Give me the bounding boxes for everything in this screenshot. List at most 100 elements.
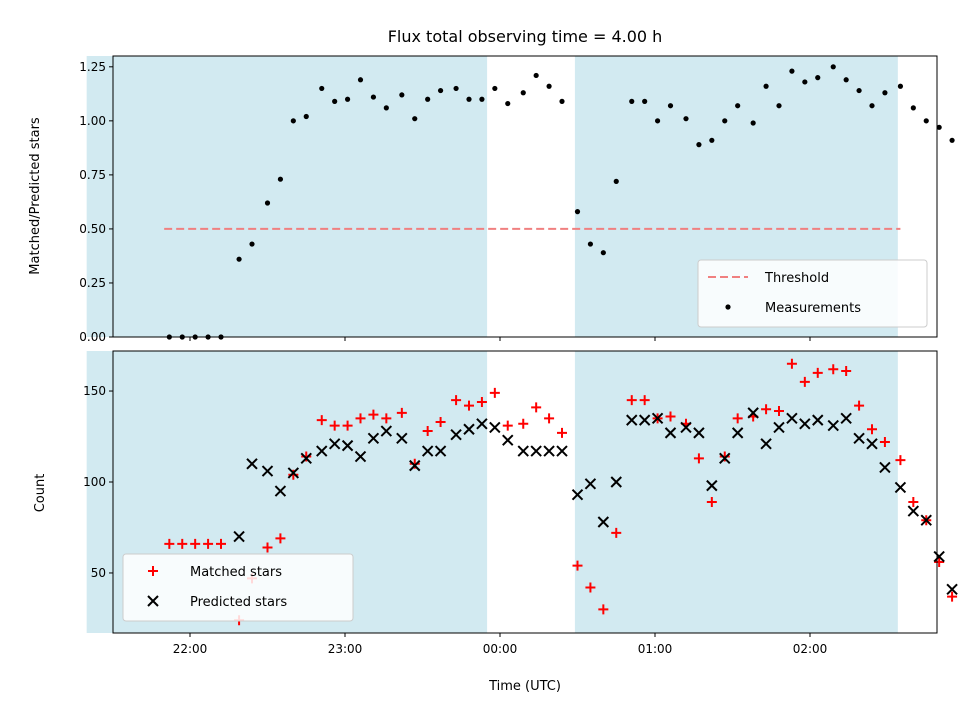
panel-count: 50 100 150 22:00 23:00 00:00 01:00 02:00 Matched… — [83, 350, 958, 656]
matched-stars-point — [867, 424, 877, 435]
matched-stars-point — [355, 413, 366, 424]
top-y-axis-label: Matched/Predicted stars — [28, 117, 43, 275]
x-tick-label: 02:00 — [793, 642, 828, 656]
measurement-point — [303, 113, 309, 120]
y-tick-label: 0.75 — [79, 168, 106, 182]
measurement-point — [722, 118, 728, 124]
observing-interval-1 — [574, 351, 898, 633]
legend-predicted-swatch — [147, 595, 159, 607]
predicted-stars-point — [719, 452, 731, 465]
measurement-point — [492, 85, 498, 92]
matched-stars-point — [288, 469, 299, 480]
measurement-point — [264, 200, 271, 206]
predicted-stars-point — [638, 414, 651, 426]
predicted-stars-point — [287, 467, 300, 479]
predicted-stars-point — [421, 445, 434, 457]
predicted-stars-point — [866, 438, 878, 450]
matched-stars-point — [531, 402, 542, 413]
legend-matched-swatch — [148, 566, 158, 576]
matched-stars-point — [435, 416, 446, 427]
predicted-stars-point — [517, 445, 529, 457]
matched-stars-point — [203, 538, 214, 549]
predicted-stars-point — [706, 479, 718, 492]
measurement-point — [882, 90, 888, 96]
measurement-point — [910, 105, 916, 111]
measurement-point — [332, 98, 338, 104]
predicted-stars-point — [476, 418, 488, 430]
measurement-point — [559, 98, 565, 104]
measurement-point — [383, 105, 389, 111]
legend-box — [697, 259, 928, 328]
matched-stars-point — [761, 404, 772, 415]
matched-stars-point — [409, 458, 420, 469]
predicted-stars-point — [261, 465, 274, 477]
measurement-point — [249, 241, 255, 247]
measurement-point — [629, 98, 635, 104]
matched-stars-point — [316, 415, 327, 426]
matched-stars-point — [572, 560, 583, 571]
matched-stars-point — [544, 413, 555, 424]
measurement-point — [735, 103, 741, 109]
predicted-stars-point — [894, 481, 907, 494]
y-tick-label: 1.25 — [79, 60, 106, 74]
matched-stars-point — [381, 413, 392, 424]
measurement-point — [802, 79, 808, 85]
matched-stars-point — [908, 497, 919, 508]
measurement-point — [654, 118, 661, 124]
matched-stars-point — [422, 426, 433, 437]
predicted-stars-point — [786, 412, 798, 425]
measurement-point — [412, 116, 418, 122]
y-tick-label: 0.50 — [79, 222, 106, 236]
predicted-stars-point — [543, 445, 555, 457]
matched-stars-point — [329, 420, 340, 431]
panel-ratio: 0.00 0.25 0.50 0.75 1.00 1.25 Threshold Measure… — [79, 55, 955, 344]
predicted-stars-point — [502, 434, 514, 446]
matched-stars-point — [732, 413, 743, 424]
measurement-point — [897, 83, 904, 89]
legend-label: Matched stars — [190, 565, 282, 580]
matched-stars-point — [934, 557, 945, 568]
matched-stars-point — [841, 366, 852, 377]
axes-frame — [112, 55, 938, 338]
matched-stars-point — [626, 395, 637, 406]
matched-stars-point — [947, 591, 958, 602]
predicted-stars-point — [731, 427, 744, 439]
matched-stars-point — [489, 387, 500, 398]
predicted-stars-point — [274, 485, 287, 497]
measurement-point — [949, 137, 955, 143]
matched-stars-point — [464, 400, 474, 411]
matched-stars-point — [665, 411, 676, 422]
predicted-stars-point — [450, 428, 462, 441]
predicted-stars-point — [664, 427, 677, 439]
matched-stars-point — [812, 367, 823, 378]
measurement-point — [763, 83, 769, 89]
measurement-point — [587, 241, 594, 247]
x-axis-label: Time (UTC) — [488, 679, 561, 694]
y-tick-label: 0.00 — [79, 330, 106, 344]
matched-stars-point — [301, 451, 312, 462]
predicted-stars-point — [463, 423, 475, 435]
matched-stars-point — [451, 395, 462, 406]
y-tick-label: 100 — [83, 475, 106, 489]
matched-stars-point — [639, 395, 650, 406]
legend-label: Measurements — [765, 301, 861, 316]
predicted-stars-point — [316, 445, 328, 457]
predicted-stars-point — [799, 418, 811, 430]
series-matched-stars — [164, 358, 958, 626]
legend: Matched stars Predicted stars — [122, 553, 354, 622]
predicted-stars-point — [396, 432, 408, 445]
measurement-point — [520, 90, 526, 96]
series-predicted-stars — [233, 407, 958, 596]
measurement-point — [709, 137, 715, 143]
predicted-stars-point — [812, 414, 824, 426]
predicted-stars-point — [530, 445, 542, 457]
measurement-point — [533, 72, 539, 79]
matched-stars-point — [854, 400, 865, 411]
matched-stars-point — [879, 436, 890, 447]
measurement-point — [750, 120, 756, 126]
predicted-stars-point — [693, 427, 705, 439]
measurement-point — [574, 209, 581, 215]
matched-stars-point — [502, 420, 513, 431]
matched-stars-point — [557, 427, 567, 438]
